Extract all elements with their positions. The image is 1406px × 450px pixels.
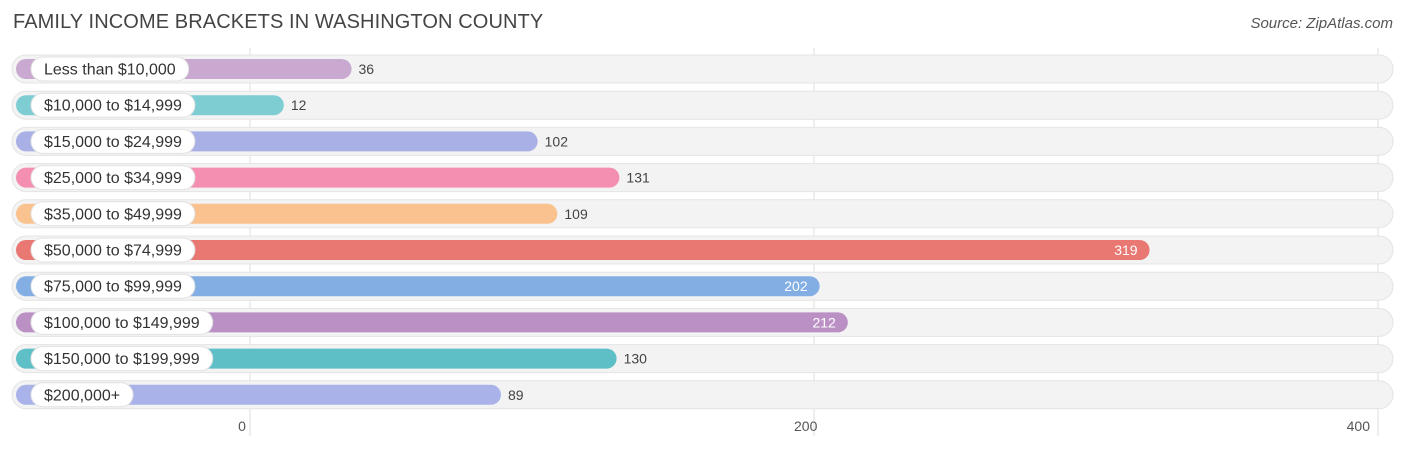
category-label-pill — [30, 273, 196, 299]
value-label: 212 — [812, 314, 836, 330]
value-label: 89 — [508, 387, 524, 403]
x-tick-label: 200 — [794, 418, 818, 434]
category-label: $25,000 to $34,999 — [44, 170, 182, 187]
x-tick-label: 400 — [1347, 418, 1371, 434]
category-label: $10,000 to $14,999 — [44, 98, 182, 115]
bar-7 — [16, 276, 820, 297]
chart-title: FAMILY INCOME BRACKETS IN WASHINGTON COU… — [13, 11, 544, 33]
category-label-pill — [30, 309, 214, 335]
value-label: 202 — [784, 278, 808, 294]
category-label-pill — [30, 201, 196, 227]
category-label: $50,000 to $74,999 — [44, 243, 182, 260]
value-label: 36 — [359, 61, 375, 77]
category-label-pill — [30, 92, 196, 118]
category-label: $75,000 to $99,999 — [44, 279, 182, 296]
value-label: 131 — [626, 170, 650, 186]
category-label-pill — [30, 346, 214, 372]
bar-6 — [16, 240, 1150, 260]
x-axis-ticks: 0 200 400 — [238, 418, 1370, 434]
category-label: $200,000+ — [44, 387, 120, 404]
bar-rows: Less than $10,000 36 $10,000 to $14,999 12 $… — [11, 54, 1394, 410]
value-label: 12 — [291, 97, 307, 113]
category-label: $15,000 to $24,999 — [44, 134, 182, 151]
row-track — [11, 54, 1394, 84]
category-label-pill — [30, 382, 134, 408]
category-label: $35,000 to $49,999 — [44, 206, 182, 223]
category-label-pill — [30, 165, 196, 191]
chart-source: Source: ZipAtlas.com — [1250, 15, 1393, 32]
row-track — [11, 90, 1394, 120]
bar-10 — [16, 384, 501, 405]
category-label-pill — [30, 128, 196, 154]
category-label-pill — [30, 56, 190, 82]
category-label: $100,000 to $149,999 — [44, 315, 200, 332]
value-label: 109 — [564, 206, 588, 222]
value-label: 319 — [1114, 242, 1138, 258]
category-label: Less than $10,000 — [44, 62, 176, 79]
x-tick-label: 0 — [238, 418, 246, 434]
category-label-pill — [30, 237, 196, 263]
category-label: $150,000 to $199,999 — [44, 351, 200, 368]
value-label: 130 — [624, 351, 648, 367]
bar-8 — [16, 312, 848, 333]
value-label: 102 — [545, 133, 569, 149]
